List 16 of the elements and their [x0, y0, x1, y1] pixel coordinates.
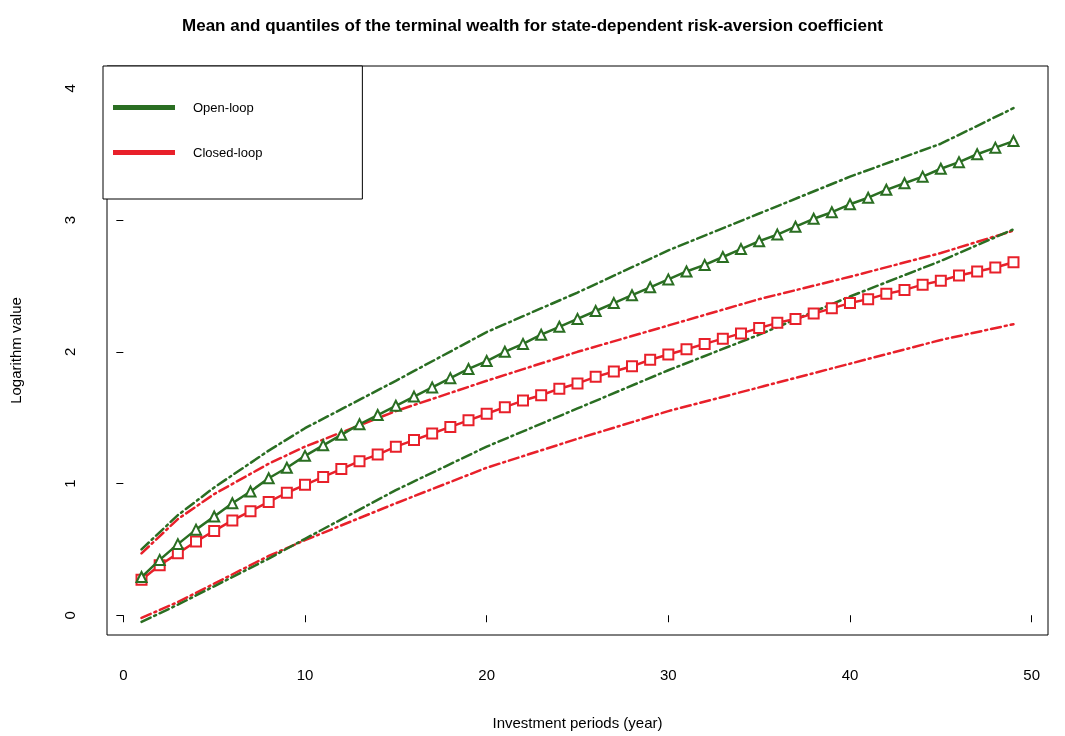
- x-tick-label: 50: [1023, 666, 1040, 683]
- x-tick-label: 30: [659, 666, 677, 683]
- x-tick-label: 40: [841, 666, 859, 683]
- x-tick-label: 10: [296, 666, 314, 683]
- y-tick-label: 1: [61, 479, 78, 488]
- chart-title: Mean and quantiles of the terminal wealth for state-dependent risk-aversion coefficient: [182, 16, 884, 35]
- x-tick-label: 20: [478, 666, 496, 683]
- x-tick-label: 0: [119, 666, 128, 683]
- legend-label: Open-loop: [193, 100, 254, 115]
- y-tick-label: 2: [61, 347, 78, 356]
- y-tick-label: 0: [61, 611, 78, 620]
- y-axis-title: Logarithm value: [7, 297, 24, 404]
- legend-label: Closed-loop: [193, 145, 263, 160]
- x-axis-title: Investment periods (year): [492, 714, 663, 731]
- y-tick-label: 4: [61, 84, 78, 93]
- y-tick-label: 3: [61, 215, 78, 225]
